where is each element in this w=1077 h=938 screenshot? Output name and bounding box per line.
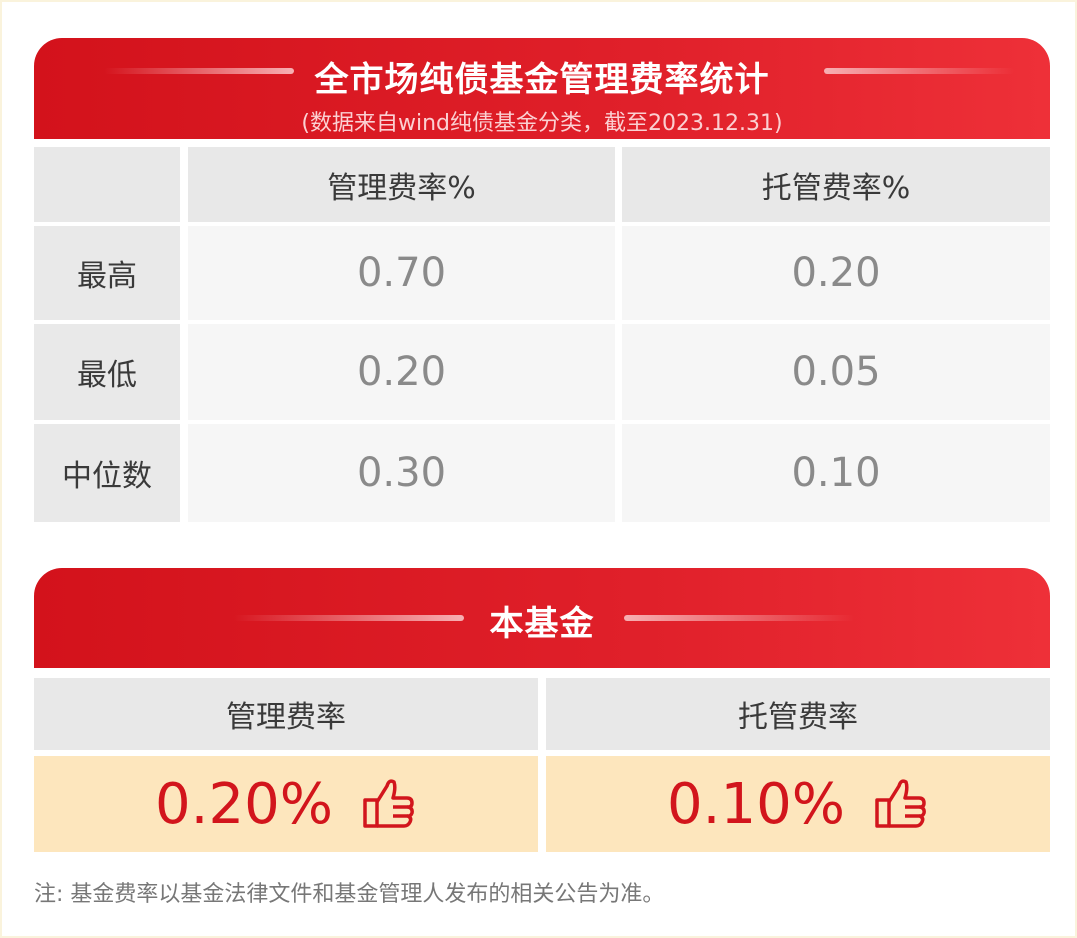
table-cell: 0.05 xyxy=(622,324,1050,420)
title-divider-right xyxy=(824,68,1014,74)
table-cell: 0.30 xyxy=(188,424,615,522)
row-label: 最低 xyxy=(34,324,180,420)
table-cell: 0.10 xyxy=(622,424,1050,522)
row-label: 最高 xyxy=(34,226,180,320)
column-header: 管理费率 xyxy=(34,678,538,750)
thumbs-up-icon xyxy=(875,779,926,828)
column-header: 托管费率 xyxy=(546,678,1050,750)
market-header: 全市场纯债基金管理费率统计 (数据来自wind纯债基金分类，截至2023.12.… xyxy=(34,38,1050,139)
title-divider-left xyxy=(104,68,294,74)
column-header: 管理费率% xyxy=(188,147,615,222)
market-title: 全市场纯债基金管理费率统计 xyxy=(314,60,770,100)
fee-value: 0.20% xyxy=(155,771,333,837)
column-header: 托管费率% xyxy=(622,147,1050,222)
title-divider-right xyxy=(624,615,854,621)
thumbs-up-icon xyxy=(363,779,414,828)
title-divider-left xyxy=(234,615,464,621)
footnote: 注: 基金费率以基金法律文件和基金管理人发布的相关公告为准。 xyxy=(34,882,665,907)
fund-custody-fee: 0.10% xyxy=(546,756,1050,852)
table-cell: 0.20 xyxy=(622,226,1050,320)
market-subtitle: (数据来自wind纯债基金分类，截至2023.12.31) xyxy=(301,111,783,136)
fund-mgmt-fee: 0.20% xyxy=(34,756,538,852)
table-cell: 0.20 xyxy=(188,324,615,420)
fund-title: 本基金 xyxy=(489,604,595,644)
fee-value: 0.10% xyxy=(667,771,845,837)
row-label: 中位数 xyxy=(34,424,180,522)
table-cell: 0.70 xyxy=(188,226,615,320)
fund-header: 本基金 xyxy=(34,568,1050,668)
corner-cell xyxy=(34,147,180,222)
